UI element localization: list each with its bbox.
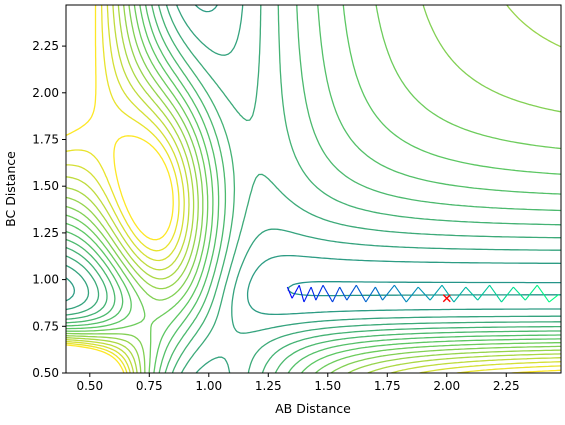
trajectory-segment: [501, 286, 514, 303]
contour-line: [66, 5, 561, 373]
trajectory-segment: [339, 286, 348, 301]
trajectory-segment: [332, 286, 341, 303]
trajectory-line: [286, 284, 559, 303]
trajectory-segment: [417, 286, 431, 301]
y-tick-label: 0.50: [32, 366, 59, 380]
trajectory-segment: [512, 286, 526, 301]
x-axis-label: AB Distance: [275, 401, 351, 416]
contour-line: [66, 5, 561, 373]
contour-line: [66, 5, 561, 373]
trajectory-segment: [393, 284, 407, 303]
trajectory-segment: [315, 284, 324, 301]
contour-line: [66, 5, 561, 373]
contour-line: [66, 5, 561, 373]
trajectory-segment: [524, 284, 538, 301]
contour-line: [66, 5, 561, 316]
contour-line: [66, 5, 561, 373]
contour-line: [66, 5, 561, 373]
trajectory-segment: [548, 294, 559, 303]
contour-line: [66, 5, 561, 373]
trajectory-segment: [465, 286, 479, 301]
trajectory-segment: [489, 284, 502, 303]
trajectory-segment: [298, 285, 305, 303]
trajectory-segment: [382, 284, 395, 301]
trajectory-segment: [303, 286, 312, 303]
contour-line: [66, 5, 561, 373]
y-tick-label: 2.25: [32, 39, 59, 53]
trajectory-segment: [441, 284, 455, 303]
trajectory-segment: [355, 284, 367, 303]
x-tick-label: 1.00: [195, 379, 222, 393]
contour-lines: [66, 5, 561, 373]
contour-line: [66, 5, 561, 373]
plot-frame: [65, 4, 562, 374]
trajectory-segment: [322, 284, 334, 303]
y-tick-label: 0.75: [32, 319, 59, 333]
x-tick-label: 0.75: [136, 379, 163, 393]
trajectory-segment: [453, 286, 467, 303]
x-tick-label: 1.75: [374, 379, 401, 393]
trajectory-segment: [365, 286, 376, 303]
x-tick-label: 1.25: [255, 379, 282, 393]
trajectory-segment: [536, 284, 550, 303]
trajectory-segment: [374, 286, 383, 301]
x-tick-label: 2.25: [493, 379, 520, 393]
y-tick-label: 1.00: [32, 273, 59, 287]
y-tick-label: 2.00: [32, 86, 59, 100]
x-tick-label: 0.50: [76, 379, 103, 393]
trajectory-segment: [291, 284, 300, 299]
end-marker: [442, 294, 451, 303]
y-tick-label: 1.25: [32, 226, 59, 240]
y-tick-label: 1.50: [32, 179, 59, 193]
x-marker: [442, 294, 451, 303]
trajectory-segment: [405, 286, 419, 303]
trajectory-segment: [429, 284, 443, 301]
x-tick-label: 2.00: [433, 379, 460, 393]
y-axis-ticks: 0.50 0.75 1.00 1.25 1.50 1.75 2.00 2.25: [32, 39, 66, 380]
contour-line: [66, 5, 561, 373]
y-tick-label: 1.75: [32, 132, 59, 146]
contour-line: [66, 5, 561, 373]
y-axis-label: BC Distance: [3, 151, 18, 227]
trajectory-segment: [310, 286, 317, 301]
trajectory-segment: [477, 284, 491, 301]
trajectory-segment: [286, 286, 293, 299]
x-axis-ticks: 0.50 0.75 1.00 1.25 1.50 1.75 2.00 2.25: [76, 373, 520, 393]
contour-line: [66, 5, 561, 373]
contour-line: [287, 281, 561, 297]
trajectory-segment: [346, 284, 357, 301]
x-tick-label: 1.50: [314, 379, 341, 393]
